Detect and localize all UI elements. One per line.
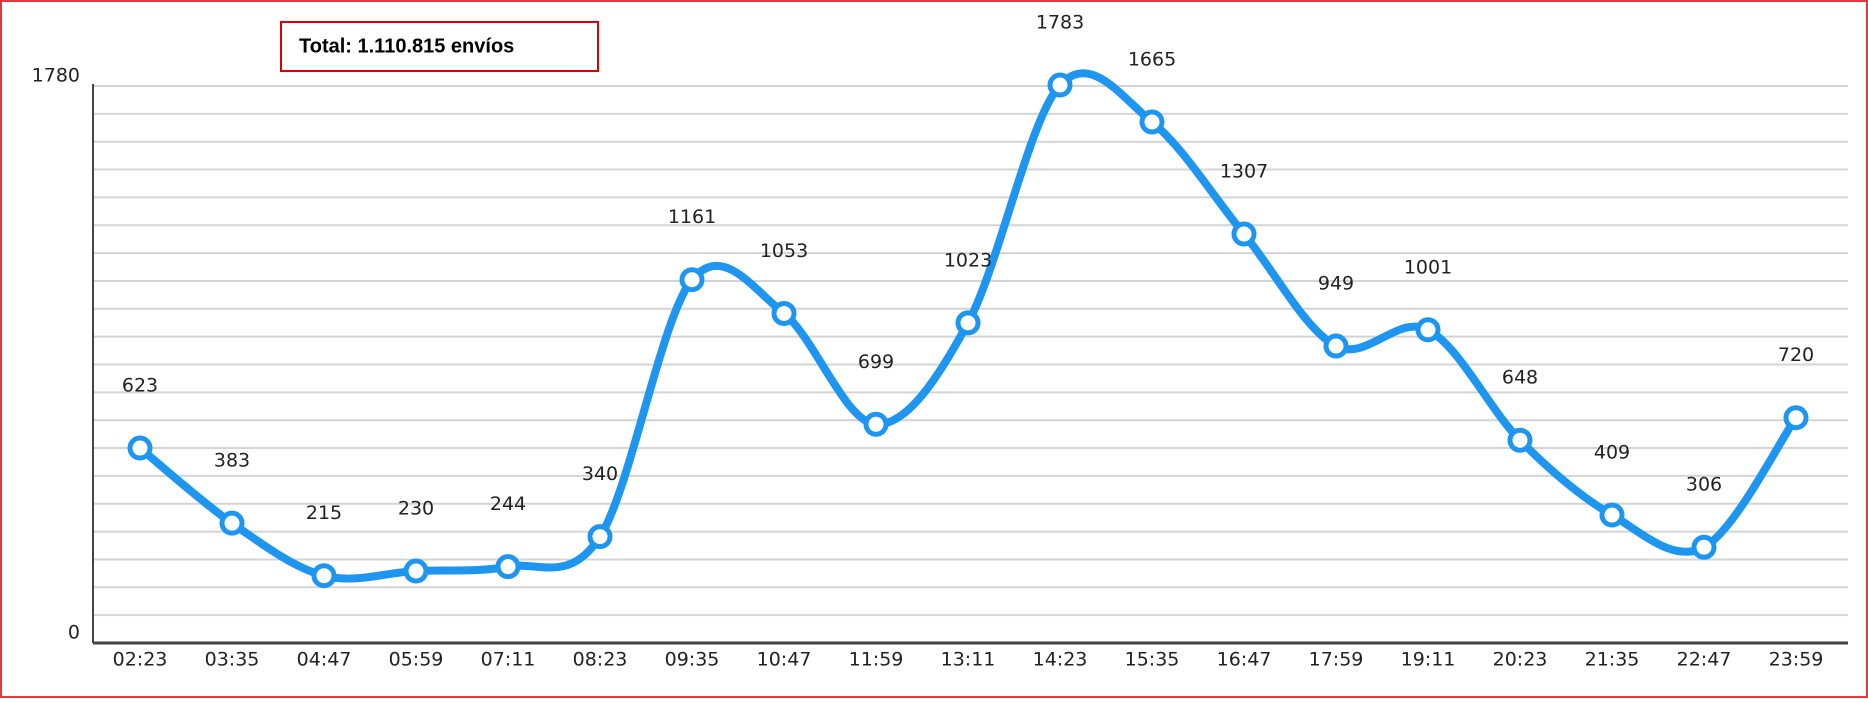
y-tick-label: 1780 <box>32 65 80 87</box>
data-label: 623 <box>122 375 158 397</box>
data-label: 720 <box>1778 344 1814 366</box>
point <box>127 435 153 461</box>
data-label: 1023 <box>944 249 992 271</box>
data-label: 949 <box>1318 273 1354 295</box>
x-tick-label: 20:23 <box>1493 649 1548 671</box>
data-label: 383 <box>214 450 250 472</box>
data-label: 230 <box>398 498 434 520</box>
x-tick-label: 23:59 <box>1769 649 1824 671</box>
x-tick-label: 13:11 <box>941 649 996 671</box>
data-label: 306 <box>1686 474 1722 496</box>
x-tick-label: 09:35 <box>665 649 720 671</box>
line <box>136 69 1800 583</box>
data-label: 648 <box>1502 367 1538 389</box>
x-tick-label: 19:11 <box>1401 649 1456 671</box>
y-tick-label: 0 <box>68 622 80 644</box>
x-tick-label: 22:47 <box>1677 649 1732 671</box>
data-label: 1001 <box>1404 256 1452 278</box>
point <box>1599 502 1625 528</box>
x-tick-label: 21:35 <box>1585 649 1640 671</box>
point <box>1047 72 1073 98</box>
x-tick-label: 02:23 <box>113 649 168 671</box>
point <box>771 300 797 326</box>
point <box>403 558 429 584</box>
point <box>1691 534 1717 560</box>
annotation-box <box>280 21 599 72</box>
x-tick-label: 07:11 <box>481 649 536 671</box>
x-tick-label: 16:47 <box>1217 649 1272 671</box>
data-label: 1161 <box>668 206 716 228</box>
point <box>587 524 613 550</box>
point <box>1415 317 1441 343</box>
point <box>679 267 705 293</box>
data-label: 244 <box>490 493 526 515</box>
point <box>219 510 245 536</box>
point <box>1231 221 1257 247</box>
x-tick-label: 03:35 <box>205 649 260 671</box>
point <box>311 563 337 589</box>
data-label: 1307 <box>1220 161 1268 183</box>
point <box>1323 333 1349 359</box>
x-tick-label: 10:47 <box>757 649 812 671</box>
x-tick-label: 11:59 <box>849 649 904 671</box>
point <box>1139 109 1165 135</box>
data-label: 1783 <box>1036 12 1084 34</box>
point <box>1783 405 1809 431</box>
annotation: Total: 1.110.815 envíos <box>299 35 514 57</box>
x-tick-label: 05:59 <box>389 649 444 671</box>
data-label: 215 <box>306 502 342 524</box>
x-tick-label: 08:23 <box>573 649 628 671</box>
x-tick-label: 15:35 <box>1125 649 1180 671</box>
data-label: 409 <box>1594 442 1630 464</box>
data-label: 1665 <box>1128 48 1176 70</box>
point <box>1507 427 1533 453</box>
point <box>955 310 981 336</box>
point <box>495 554 521 580</box>
x-tick-label: 14:23 <box>1033 649 1088 671</box>
x-tick-label: 17:59 <box>1309 649 1364 671</box>
data-label: 340 <box>582 463 618 485</box>
data-label: 699 <box>858 351 894 373</box>
data-label: 1053 <box>760 240 808 262</box>
x-tick-label: 04:47 <box>297 649 352 671</box>
point <box>863 411 889 437</box>
